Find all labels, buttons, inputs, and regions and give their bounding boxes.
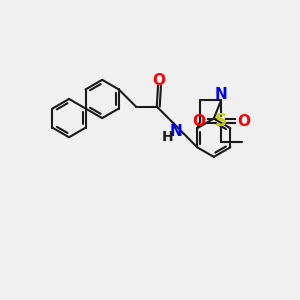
Text: N: N: [215, 87, 227, 102]
Text: H: H: [161, 130, 173, 144]
Text: S: S: [215, 112, 227, 130]
Text: O: O: [153, 73, 166, 88]
Text: O: O: [237, 113, 250, 128]
Text: O: O: [192, 113, 205, 128]
Text: N: N: [169, 124, 182, 139]
